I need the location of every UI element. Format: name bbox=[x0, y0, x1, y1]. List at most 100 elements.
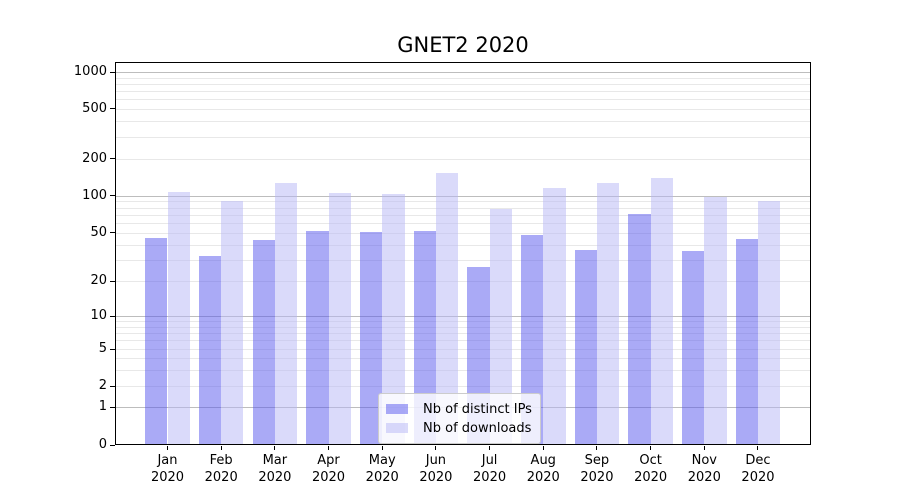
plot-area bbox=[115, 62, 811, 445]
x-tick-label: Nov 2020 bbox=[687, 453, 721, 485]
gridline-minor bbox=[116, 326, 810, 328]
bar-downloads-apr-2020 bbox=[328, 193, 351, 444]
x-tick-label: Jun 2020 bbox=[419, 453, 453, 485]
x-tick-label: Sep 2020 bbox=[580, 453, 614, 485]
bar-distinct-ips-jan-2020 bbox=[145, 237, 168, 444]
y-tick bbox=[110, 280, 115, 282]
bar-downloads-sep-2020 bbox=[596, 183, 620, 444]
gridline-minor bbox=[116, 333, 810, 335]
y-tick bbox=[110, 444, 115, 446]
legend-item-distinct-ips: Nb of distinct IPs bbox=[386, 400, 532, 418]
y-tick-label: 2 bbox=[98, 378, 107, 393]
x-tick-label: Jul 2020 bbox=[473, 453, 507, 485]
gridline-minor bbox=[116, 120, 810, 122]
y-tick-label: 5 bbox=[98, 341, 107, 356]
y-tick bbox=[110, 406, 115, 408]
gridline-minor bbox=[116, 386, 810, 387]
gridline-minor bbox=[116, 281, 810, 283]
bar-downloads-jun-2020 bbox=[435, 173, 459, 444]
y-tick bbox=[110, 385, 115, 387]
bar-distinct-ips-feb-2020 bbox=[198, 255, 222, 444]
x-tick-label: Mar 2020 bbox=[258, 453, 292, 485]
bar-distinct-ips-sep-2020 bbox=[574, 249, 597, 444]
gridline-minor bbox=[116, 369, 810, 371]
gridline-minor bbox=[116, 90, 810, 92]
x-tick bbox=[381, 446, 383, 450]
gridline-minor bbox=[116, 158, 810, 160]
y-tick-label: 100 bbox=[82, 187, 107, 203]
y-tick bbox=[110, 195, 115, 197]
gridline-minor bbox=[116, 83, 810, 85]
gridline-minor bbox=[116, 358, 810, 359]
legend-label: Nb of downloads bbox=[423, 420, 532, 436]
bar-distinct-ips-nov-2020 bbox=[682, 251, 705, 444]
chart-title: GNET2 2020 bbox=[397, 33, 529, 57]
y-tick-label: 500 bbox=[82, 100, 107, 116]
x-tick bbox=[435, 446, 437, 450]
gridline-minor bbox=[116, 136, 810, 138]
y-tick-label: 10 bbox=[90, 308, 107, 324]
legend-swatch bbox=[386, 423, 408, 433]
y-tick bbox=[110, 348, 115, 350]
gridline-minor bbox=[116, 201, 810, 203]
x-tick bbox=[542, 446, 544, 450]
bar-downloads-jul-2020 bbox=[489, 209, 512, 444]
x-tick-label: May 2020 bbox=[365, 453, 399, 485]
bar-downloads-nov-2020 bbox=[704, 197, 727, 444]
y-tick bbox=[110, 108, 115, 110]
bar-distinct-ips-jun-2020 bbox=[413, 231, 436, 444]
gridline-minor bbox=[116, 77, 810, 79]
bar-downloads-oct-2020 bbox=[650, 178, 673, 444]
legend-item-downloads: Nb of downloads bbox=[386, 419, 532, 437]
bar-downloads-feb-2020 bbox=[221, 200, 244, 444]
bar-distinct-ips-aug-2020 bbox=[520, 235, 544, 444]
x-tick-label: Feb 2020 bbox=[204, 453, 238, 485]
x-tick-label: Jan 2020 bbox=[150, 453, 185, 485]
x-tick bbox=[167, 446, 168, 450]
gridline-minor bbox=[116, 108, 810, 110]
y-tick bbox=[110, 232, 115, 234]
gridline-minor bbox=[116, 214, 810, 216]
gridline-minor bbox=[116, 259, 810, 261]
x-tick bbox=[220, 446, 222, 450]
y-tick bbox=[110, 158, 115, 159]
bar-downloads-may-2020 bbox=[382, 194, 405, 444]
x-tick bbox=[274, 446, 276, 450]
gridline-major bbox=[116, 72, 810, 73]
y-tick-label: 0 bbox=[98, 437, 107, 452]
bar-distinct-ips-mar-2020 bbox=[252, 240, 275, 444]
x-tick-label: Oct 2020 bbox=[634, 453, 668, 485]
x-tick-label: Apr 2020 bbox=[311, 453, 346, 485]
x-tick bbox=[703, 446, 705, 450]
x-tick bbox=[596, 446, 598, 450]
gridline-minor bbox=[116, 321, 810, 323]
y-tick-label: 1 bbox=[98, 399, 107, 414]
x-tick-label: Aug 2020 bbox=[526, 453, 560, 485]
gridline-major bbox=[116, 316, 810, 318]
gridline-minor bbox=[116, 99, 810, 101]
x-tick bbox=[489, 446, 491, 450]
y-tick-label: 1000 bbox=[73, 64, 107, 79]
gridline-minor bbox=[116, 222, 810, 224]
gridline-minor bbox=[116, 244, 810, 246]
gridline-minor bbox=[116, 207, 810, 209]
bar-distinct-ips-dec-2020 bbox=[735, 238, 758, 444]
legend: Nb of distinct IPs Nb of downloads bbox=[378, 393, 541, 444]
bar-distinct-ips-oct-2020 bbox=[628, 214, 651, 444]
bar-distinct-ips-may-2020 bbox=[359, 232, 383, 444]
gridline-major bbox=[116, 195, 810, 197]
y-tick bbox=[110, 315, 115, 317]
y-tick bbox=[110, 71, 115, 73]
bar-downloads-jan-2020 bbox=[167, 191, 190, 444]
legend-swatch bbox=[386, 404, 408, 414]
y-tick-label: 200 bbox=[82, 150, 107, 166]
gridline-minor bbox=[116, 340, 810, 342]
gridline-minor bbox=[116, 349, 810, 350]
gridline-minor bbox=[116, 232, 810, 234]
y-tick-label: 50 bbox=[90, 224, 107, 240]
bar-distinct-ips-apr-2020 bbox=[306, 231, 329, 444]
legend-label: Nb of distinct IPs bbox=[423, 401, 532, 417]
bar-downloads-dec-2020 bbox=[757, 201, 781, 444]
x-tick bbox=[328, 446, 330, 450]
